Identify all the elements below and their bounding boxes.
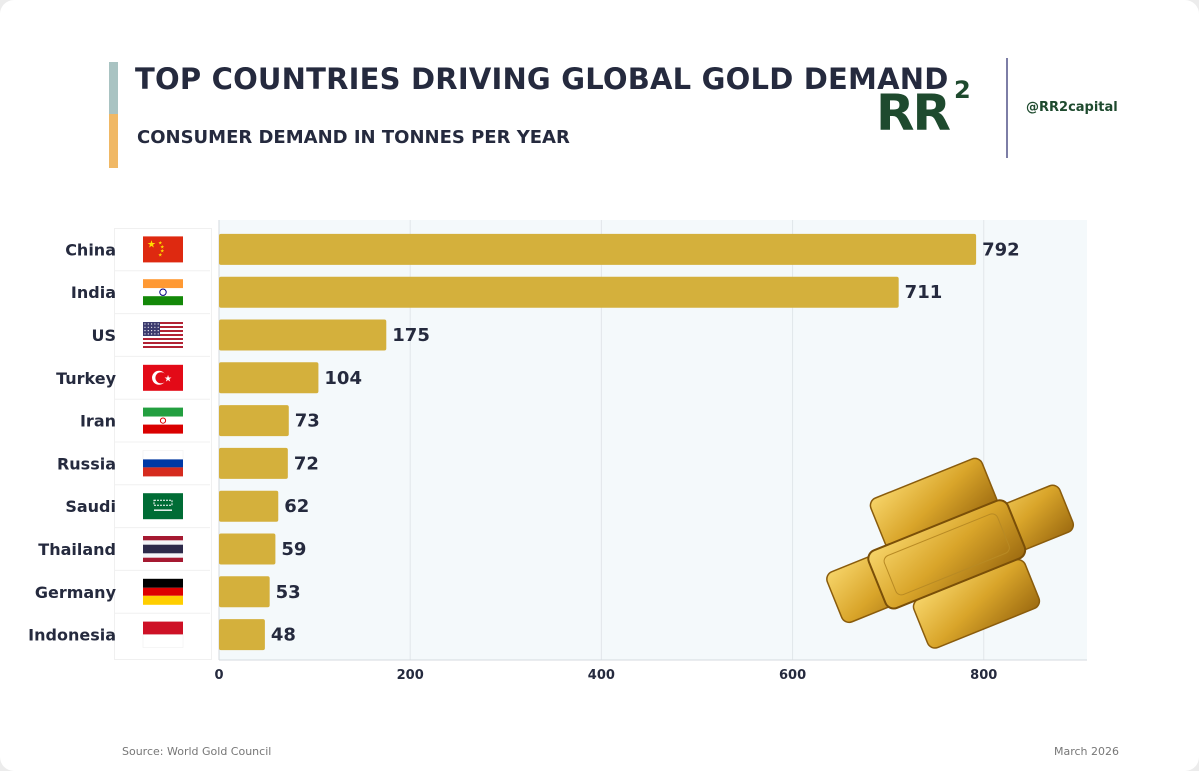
logo-text: RR bbox=[876, 84, 951, 136]
chart-title: TOP COUNTRIES DRIVING GLOBAL GOLD DEMAND bbox=[135, 62, 949, 96]
x-tick-label: 0 bbox=[214, 668, 223, 683]
category-label: Iran bbox=[80, 412, 116, 431]
flag-indonesia-icon bbox=[142, 621, 184, 648]
x-tick-label: 600 bbox=[779, 668, 806, 683]
category-label: India bbox=[71, 283, 116, 302]
rr2-logo: RR 2 bbox=[876, 76, 971, 136]
x-tick-label: 800 bbox=[970, 668, 997, 683]
category-label: Thailand bbox=[38, 540, 116, 559]
title-accent-bar bbox=[109, 62, 118, 114]
value-label: 53 bbox=[276, 582, 301, 603]
bar-china bbox=[219, 233, 977, 265]
value-label: 59 bbox=[281, 539, 306, 560]
gold-bars-image bbox=[826, 457, 1075, 649]
flag-saudi-icon bbox=[143, 493, 183, 520]
source-note: Source: World Gold Council bbox=[122, 745, 272, 758]
category-label: Germany bbox=[35, 583, 117, 602]
bar-us bbox=[219, 319, 387, 351]
x-tick-label: 400 bbox=[588, 668, 615, 683]
flag-germany-icon bbox=[143, 578, 183, 605]
category-label: China bbox=[65, 240, 116, 259]
category-label: Saudi bbox=[65, 497, 116, 516]
flag-thailand-icon bbox=[143, 536, 183, 562]
value-label: 62 bbox=[284, 496, 309, 517]
svg-text:★: ★ bbox=[160, 248, 165, 254]
flag-us-icon bbox=[143, 322, 183, 348]
category-label: Russia bbox=[57, 454, 116, 473]
subtitle-accent-bar bbox=[109, 114, 118, 168]
flag-turkey-icon: ★ bbox=[143, 364, 183, 391]
bar-thailand bbox=[219, 533, 276, 565]
svg-text:★: ★ bbox=[158, 240, 163, 246]
bar-turkey bbox=[219, 362, 319, 394]
flag-india-icon bbox=[143, 279, 183, 306]
bar-indonesia bbox=[219, 619, 265, 651]
category-label: Turkey bbox=[56, 369, 117, 388]
date-note: March 2026 bbox=[1054, 745, 1120, 758]
svg-text:★: ★ bbox=[158, 252, 163, 258]
logo-divider bbox=[1006, 58, 1008, 158]
bar-india bbox=[219, 276, 899, 308]
logo-superscript: 2 bbox=[954, 76, 971, 104]
bar-iran bbox=[219, 405, 289, 437]
flag-russia-icon bbox=[142, 450, 184, 477]
svg-text:★: ★ bbox=[160, 244, 165, 250]
value-label: 104 bbox=[324, 368, 362, 389]
value-label: 73 bbox=[295, 411, 320, 432]
value-label: 48 bbox=[271, 625, 296, 646]
bar-russia bbox=[219, 447, 288, 479]
bar-saudi bbox=[219, 490, 279, 522]
bar-germany bbox=[219, 576, 270, 608]
x-tick-label: 200 bbox=[397, 668, 424, 683]
category-label: Indonesia bbox=[28, 626, 116, 645]
value-label: 711 bbox=[905, 282, 943, 303]
svg-text:★: ★ bbox=[147, 239, 156, 250]
svg-text:★: ★ bbox=[164, 374, 172, 384]
flag-iran-icon bbox=[143, 407, 183, 434]
chart-subtitle: CONSUMER DEMAND IN TONNES PER YEAR bbox=[137, 127, 570, 148]
flag-china-icon: ★ ★★★★ bbox=[143, 236, 183, 263]
value-label: 175 bbox=[392, 325, 430, 346]
social-handle[interactable]: @RR2capital bbox=[1026, 100, 1118, 115]
value-label: 792 bbox=[982, 239, 1020, 260]
value-label: 72 bbox=[294, 453, 319, 474]
category-label: US bbox=[91, 326, 116, 345]
